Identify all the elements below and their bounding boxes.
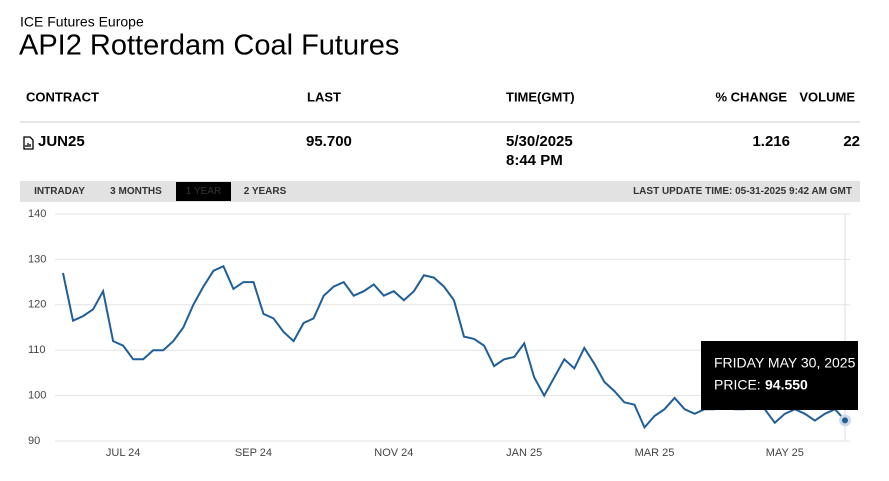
tooltip-value: 94.550: [765, 377, 808, 393]
y-tick-label: 140: [28, 208, 46, 220]
x-tick-label: MAR 25: [635, 447, 675, 459]
tooltip-label: PRICE:: [714, 377, 761, 393]
y-tick-label: 100: [28, 390, 46, 402]
column-header: % CHANGE: [715, 89, 787, 104]
x-tick-label: NOV 24: [374, 447, 413, 459]
tooltip: [701, 341, 858, 410]
date: 5/30/2025: [506, 133, 573, 150]
y-tick-label: 120: [28, 299, 46, 311]
tooltip-date: FRIDAY MAY 30, 2025: [714, 355, 856, 371]
column-header: LAST: [307, 89, 341, 104]
time: 8:44 PM: [506, 152, 563, 169]
doc-icon: [23, 136, 34, 150]
y-tick-label: 110: [28, 344, 46, 356]
change: 1.216: [752, 133, 790, 150]
tab-selected[interactable]: [176, 182, 231, 201]
column-header: TIME(GMT): [506, 89, 575, 104]
x-tick-label: JAN 25: [506, 447, 542, 459]
page-title: API2 Rotterdam Coal Futures: [19, 30, 399, 62]
tab[interactable]: 1 YEAR: [186, 186, 221, 197]
y-tick-label: 90: [28, 435, 40, 447]
column-header: VOLUME: [799, 89, 855, 104]
contract[interactable]: JUN25: [38, 133, 85, 150]
exchange: ICE Futures Europe: [20, 14, 144, 30]
last-update: LAST UPDATE TIME: 05-31-2025 9:42 AM GMT: [633, 186, 852, 197]
volume: 22: [843, 133, 860, 150]
x-tick-label: JUL 24: [106, 447, 140, 459]
tab[interactable]: 2 YEARS: [244, 186, 287, 197]
column-header: CONTRACT: [26, 89, 99, 104]
x-tick-label: MAY 25: [766, 447, 804, 459]
x-tick-label: SEP 24: [235, 447, 272, 459]
last: 95.700: [306, 133, 352, 150]
hover-point: [839, 414, 851, 427]
tab[interactable]: INTRADAY: [34, 186, 85, 197]
tab[interactable]: 3 MONTHS: [110, 186, 162, 197]
y-tick-label: 130: [28, 253, 46, 265]
